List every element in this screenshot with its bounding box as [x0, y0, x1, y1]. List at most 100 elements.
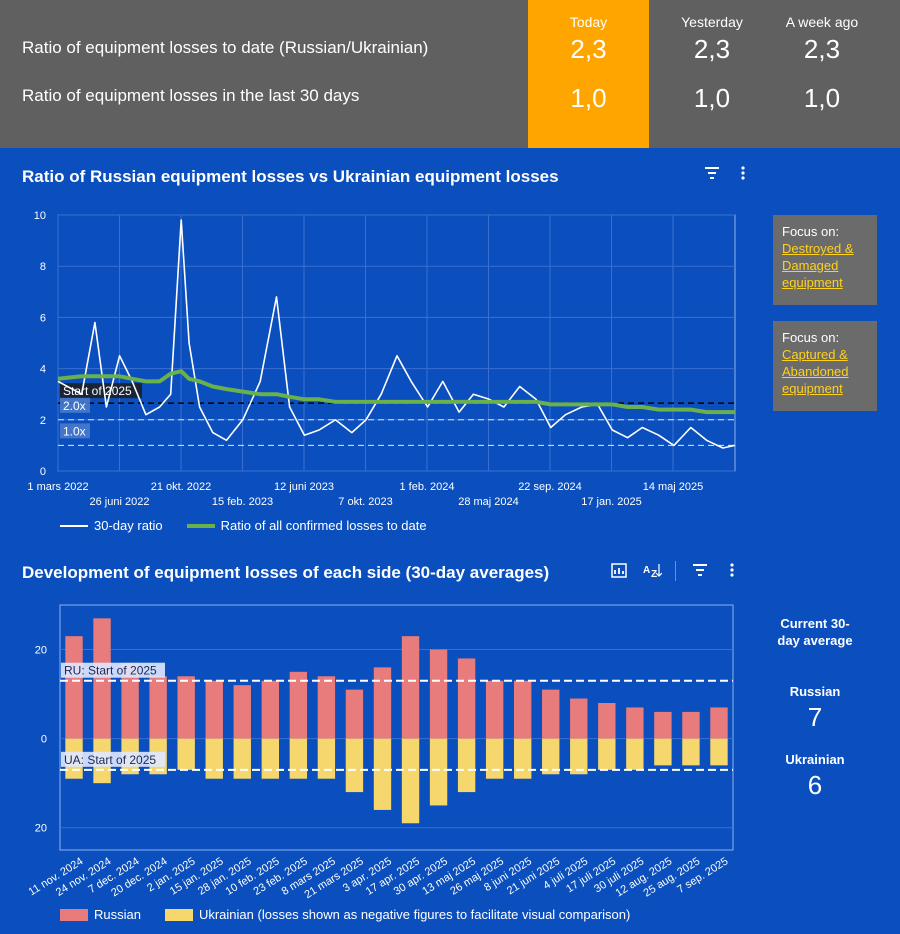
focus-link-captured-abandoned[interactable]: Captured & Abandoned equipment	[782, 347, 849, 396]
x-tick-label: 22 sep. 2024	[518, 481, 582, 493]
x-tick-label: 17 jan. 2025	[581, 496, 642, 508]
y-tick-label: 10	[34, 210, 46, 222]
bar-ukrainian	[654, 738, 672, 766]
plot-frame	[57, 214, 736, 472]
bar-russian	[373, 667, 392, 739]
yesterday-total-value: 2,3	[693, 34, 731, 64]
legend-swatch-russian	[60, 908, 88, 921]
bar-russian	[429, 649, 448, 739]
bar-russian	[598, 703, 616, 739]
legend-label-30day: 30-day ratio	[94, 518, 163, 533]
bar-ukrainian	[233, 738, 251, 779]
bar-russian	[457, 658, 476, 739]
bar-russian	[513, 680, 532, 739]
summary-panel: Ratio of equipment losses to date (Russi…	[0, 0, 900, 148]
summary-col-week: A week ago 2,3 1,0	[762, 0, 882, 148]
more-options-icon[interactable]	[725, 561, 739, 584]
bar-ukrainian	[542, 738, 560, 775]
bar-ukrainian	[401, 738, 420, 824]
filter-icon[interactable]	[703, 164, 721, 187]
bar-ukrainian	[261, 738, 280, 779]
focus-box-captured: Focus on: Captured & Abandoned equipment	[773, 321, 877, 411]
bar-ukrainian	[485, 738, 504, 779]
filter-icon[interactable]	[691, 561, 709, 584]
y-tick-label: 0	[40, 466, 46, 478]
summary-col-yesterday: Yesterday 2,3 1,0	[652, 0, 772, 148]
x-tick-label: 1 feb. 2024	[399, 481, 454, 493]
y-tick-label: 4	[40, 364, 46, 376]
summary-row-label-30days: Ratio of equipment losses in the last 30…	[22, 86, 360, 105]
y-tick-label: 8	[40, 261, 46, 273]
more-options-icon[interactable]	[736, 164, 750, 187]
x-tick-label: 26 juni 2022	[90, 496, 150, 508]
svg-text:Z: Z	[651, 569, 657, 579]
x-tick-label: 14 maj 2025	[643, 481, 704, 493]
today-30day-value: 1,0	[570, 83, 607, 113]
bar-ukrainian	[289, 738, 308, 779]
bar-ukrainian	[682, 738, 700, 766]
bar-ukrainian	[513, 738, 532, 779]
chart2-title: Development of equipment losses of each …	[22, 563, 550, 582]
reference-label: Start of 2025	[63, 384, 132, 398]
plot-frame	[59, 604, 734, 851]
focus-link-destroyed-damaged[interactable]: Destroyed & Damaged equipment	[782, 241, 854, 290]
legend-swatch-ukrainian	[164, 908, 193, 921]
bar-russian	[205, 680, 223, 739]
legend-label-ukrainian: Ukrainian (losses shown as negative figu…	[198, 907, 631, 922]
bar-russian	[65, 636, 83, 739]
bar-russian	[542, 689, 560, 739]
bar-russian	[401, 636, 420, 739]
bar-russian	[710, 707, 728, 739]
bar-russian	[682, 711, 700, 739]
summary-col-today: Today 2,3 1,0	[528, 0, 649, 148]
bar-russian	[289, 671, 308, 739]
bar-ukrainian	[177, 738, 195, 770]
y-tick-label: 20	[35, 823, 47, 835]
bar-russian	[570, 698, 588, 739]
bar-ukrainian	[710, 738, 728, 766]
bar-russian	[261, 680, 280, 739]
focus-label: Focus on:	[782, 330, 840, 345]
bar-russian	[93, 618, 111, 739]
legend-swatch-30day	[60, 524, 88, 527]
bar-ukrainian	[570, 738, 588, 775]
y-tick-label: 0	[41, 734, 47, 746]
x-tick-label: 21 okt. 2022	[151, 481, 212, 493]
chart-type-icon[interactable]	[610, 561, 628, 584]
week-30day-value: 1,0	[803, 83, 841, 113]
toolbar-divider	[675, 561, 676, 581]
today-header: Today	[569, 14, 608, 30]
bar-russian	[485, 680, 504, 739]
reference-label: UA: Start of 2025	[64, 753, 156, 767]
reference-label: 2.0x	[63, 399, 86, 413]
ua-average-label: Ukrainian	[785, 752, 845, 767]
chart1-legend: 30-day ratio Ratio of all confirmed loss…	[60, 518, 427, 533]
bar-russian	[149, 676, 167, 739]
reference-label: RU: Start of 2025	[64, 664, 157, 678]
focus-label: Focus on:	[782, 224, 840, 239]
series-cumulative-ratio	[57, 369, 735, 415]
bar-russian	[177, 676, 195, 739]
reference-label: 1.0x	[63, 424, 86, 438]
bar-ukrainian	[345, 738, 364, 793]
today-total-value: 2,3	[570, 34, 607, 64]
summary-row-label-total: Ratio of equipment losses to date (Russi…	[22, 38, 429, 57]
svg-text:A: A	[643, 565, 650, 576]
bar-ukrainian	[317, 738, 336, 779]
reference-label-bg	[60, 423, 90, 439]
x-tick-label: 28 maj 2024	[458, 496, 519, 508]
legend-label-russian: Russian	[94, 907, 141, 922]
chart1-title: Ratio of Russian equipment losses vs Ukr…	[22, 167, 559, 186]
ua-average-value: 6	[807, 770, 823, 800]
reference-label-bg	[61, 662, 165, 678]
yesterday-30day-value: 1,0	[693, 83, 731, 113]
bar-ukrainian	[373, 738, 392, 810]
bar-russian	[233, 685, 251, 739]
bar-ukrainian	[457, 738, 476, 793]
yesterday-header: Yesterday	[681, 14, 743, 30]
x-tick-label: 15 feb. 2023	[212, 496, 273, 508]
bar-russian	[317, 676, 336, 739]
